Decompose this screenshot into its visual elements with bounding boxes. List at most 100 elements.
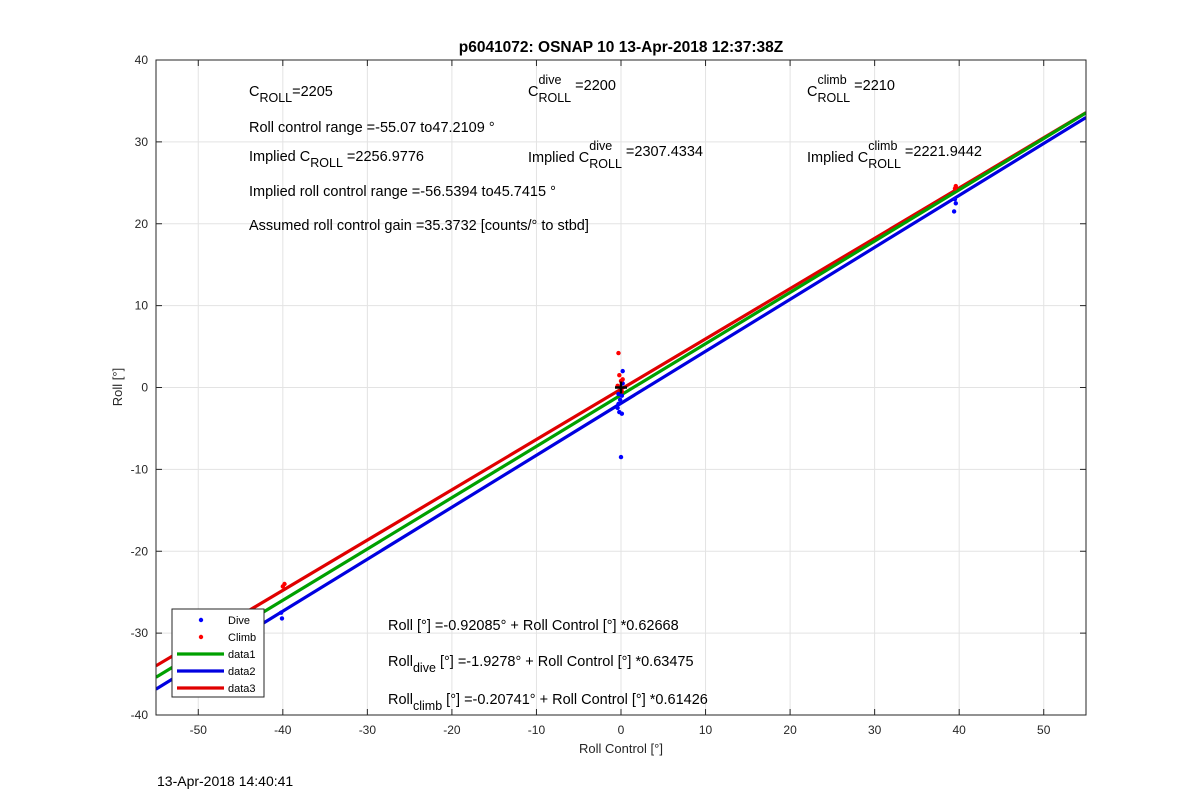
dive-point [620,368,625,374]
legend-label: data1 [228,649,256,661]
y-tick-label: 10 [135,299,149,313]
x-tick-label: 30 [868,723,882,737]
dive-point [618,454,624,460]
dive-point [616,391,621,397]
dive-point [616,401,621,407]
origin-plus-marker [615,381,627,394]
fit-line-data2 [156,116,1086,691]
annotation-part: =2221.9442 [901,144,982,160]
annotation-part: Roll [°] =-0.92085° + Roll Control [°] *… [388,618,679,634]
annotation-part: C [249,84,259,100]
dive-point [279,616,285,621]
annotation-part: Assumed roll control gain =35.3732 [coun… [249,218,589,234]
dive-point [619,393,625,398]
y-tick-label: 20 [135,217,149,231]
annotation-part: climb [817,73,846,87]
dive-point [278,610,284,615]
dive-point [953,201,958,206]
annotation-part: [°] =-0.20741° + Roll Control [°] *0.614… [442,692,708,708]
annotation-implied: Implied CROLL =2256.9776 [249,149,424,170]
dive-point [952,196,958,202]
climb-point [952,186,958,191]
x-tick-label: 50 [1037,723,1051,737]
x-tick-label: 40 [953,723,967,737]
dive-point [615,405,620,411]
y-axis-label: Roll [°] [110,368,125,406]
y-tick-label: -10 [131,462,149,476]
annotation-part: dive [589,139,612,153]
climb-point [620,377,625,382]
x-tick-label: -10 [528,723,546,737]
annotation-implied_range: Implied roll control range =-56.5394 to4… [249,184,556,200]
x-tick-label: -50 [190,723,208,737]
annotation-croll_climb: CROLL climb =2210 [807,73,895,105]
y-tick-label: -40 [131,708,149,722]
legend-label: Dive [228,615,250,627]
annotation-part: ROLL [868,157,901,171]
y-tick-label: 40 [135,53,149,67]
x-axis-label: Roll Control [°] [579,741,663,756]
annotation-part: =2256.9776 [343,149,424,165]
legend-label: data3 [228,683,256,695]
annotation-implied_dive: Implied CROLL dive =2307.4334 [528,139,703,171]
y-tick-label: -20 [131,544,149,558]
annotation-croll_dive: CROLL dive =2200 [528,73,616,105]
annotation-range: Roll control range =-55.07 to47.2109 ° [249,120,495,136]
chart-title: p6041072: OSNAP 10 13-Apr-2018 12:37:38Z [459,39,784,56]
legend: Dive Climb data1 data2 data3 [171,608,265,698]
dive-point [951,209,957,214]
footer-timestamp: 13-Apr-2018 14:40:41 [157,773,294,789]
climb-point [617,373,622,378]
dive-point [619,411,625,416]
annotation-part: C [807,84,817,100]
annotation-part: =2200 [571,78,616,94]
climb-point [616,350,621,356]
y-tick-label: 30 [135,135,149,149]
x-tick-label: 20 [783,723,797,737]
annotation-part: ROLL [259,91,292,105]
annotation-part: Roll [388,692,413,708]
x-tick-label: 0 [618,723,625,737]
annotation-part: [°] =-1.9278° + Roll Control [°] *0.6347… [436,654,694,670]
annotation-part: dive [413,661,436,675]
annotation-part: climb [413,699,442,713]
annotation-part: ROLL [817,91,850,105]
annotation-part: climb [868,139,897,153]
annotation-part: ROLL [310,156,343,170]
annotation-part: =2205 [292,84,333,100]
annotation-part: Implied C [249,149,310,165]
annotation-fit_all: Roll [°] =-0.92085° + Roll Control [°] *… [388,618,679,634]
climb-point [282,581,287,587]
annotation-part: Implied C [807,150,868,166]
annotation-part: C [528,84,538,100]
annotations: CROLL=2205 CROLLdive =2200 CROLLclimb =221… [249,73,982,713]
annotation-part: Implied C [528,150,589,166]
y-tick-label: 0 [141,381,148,395]
annotation-part: ROLL [538,91,571,105]
y-tick-label: -30 [131,626,149,640]
annotation-fit_climb: Rollclimb [°] =-0.20741° + Roll Control … [388,692,708,713]
annotation-part: Implied roll control range =-56.5394 to4… [249,184,556,200]
annotation-part: Roll [388,654,413,670]
annotation-fit_dive: Rolldive [°] =-1.9278° + Roll Control [°… [388,654,694,675]
dive-point [617,397,623,402]
annotation-part: Roll control range =-55.07 to47.2109 ° [249,120,495,136]
annotation-part: dive [538,73,561,87]
legend-marker-climb [198,634,204,640]
annotation-gain: Assumed roll control gain =35.3732 [coun… [249,218,589,234]
legend-label: Climb [228,632,256,644]
x-tick-label: -20 [443,723,461,737]
annotation-part: =2307.4334 [622,144,703,160]
annotation-croll: CROLL=2205 [249,84,333,105]
x-tick-label: 10 [699,723,713,737]
annotation-implied_climb: Implied CROLL climb =2221.9442 [807,139,982,171]
legend-label: data2 [228,666,256,678]
legend-marker-dive [198,617,204,623]
x-tick-label: -40 [274,723,292,737]
annotation-part: ROLL [589,157,622,171]
plot-data [156,111,1086,691]
annotation-part: =2210 [850,78,895,94]
x-tick-label: -30 [359,723,377,737]
axis-ticks: -50 -40 -30 -20 -10 0 10 20 30 40 50 -40 -30 -20 -10 0 1… [131,53,1086,737]
